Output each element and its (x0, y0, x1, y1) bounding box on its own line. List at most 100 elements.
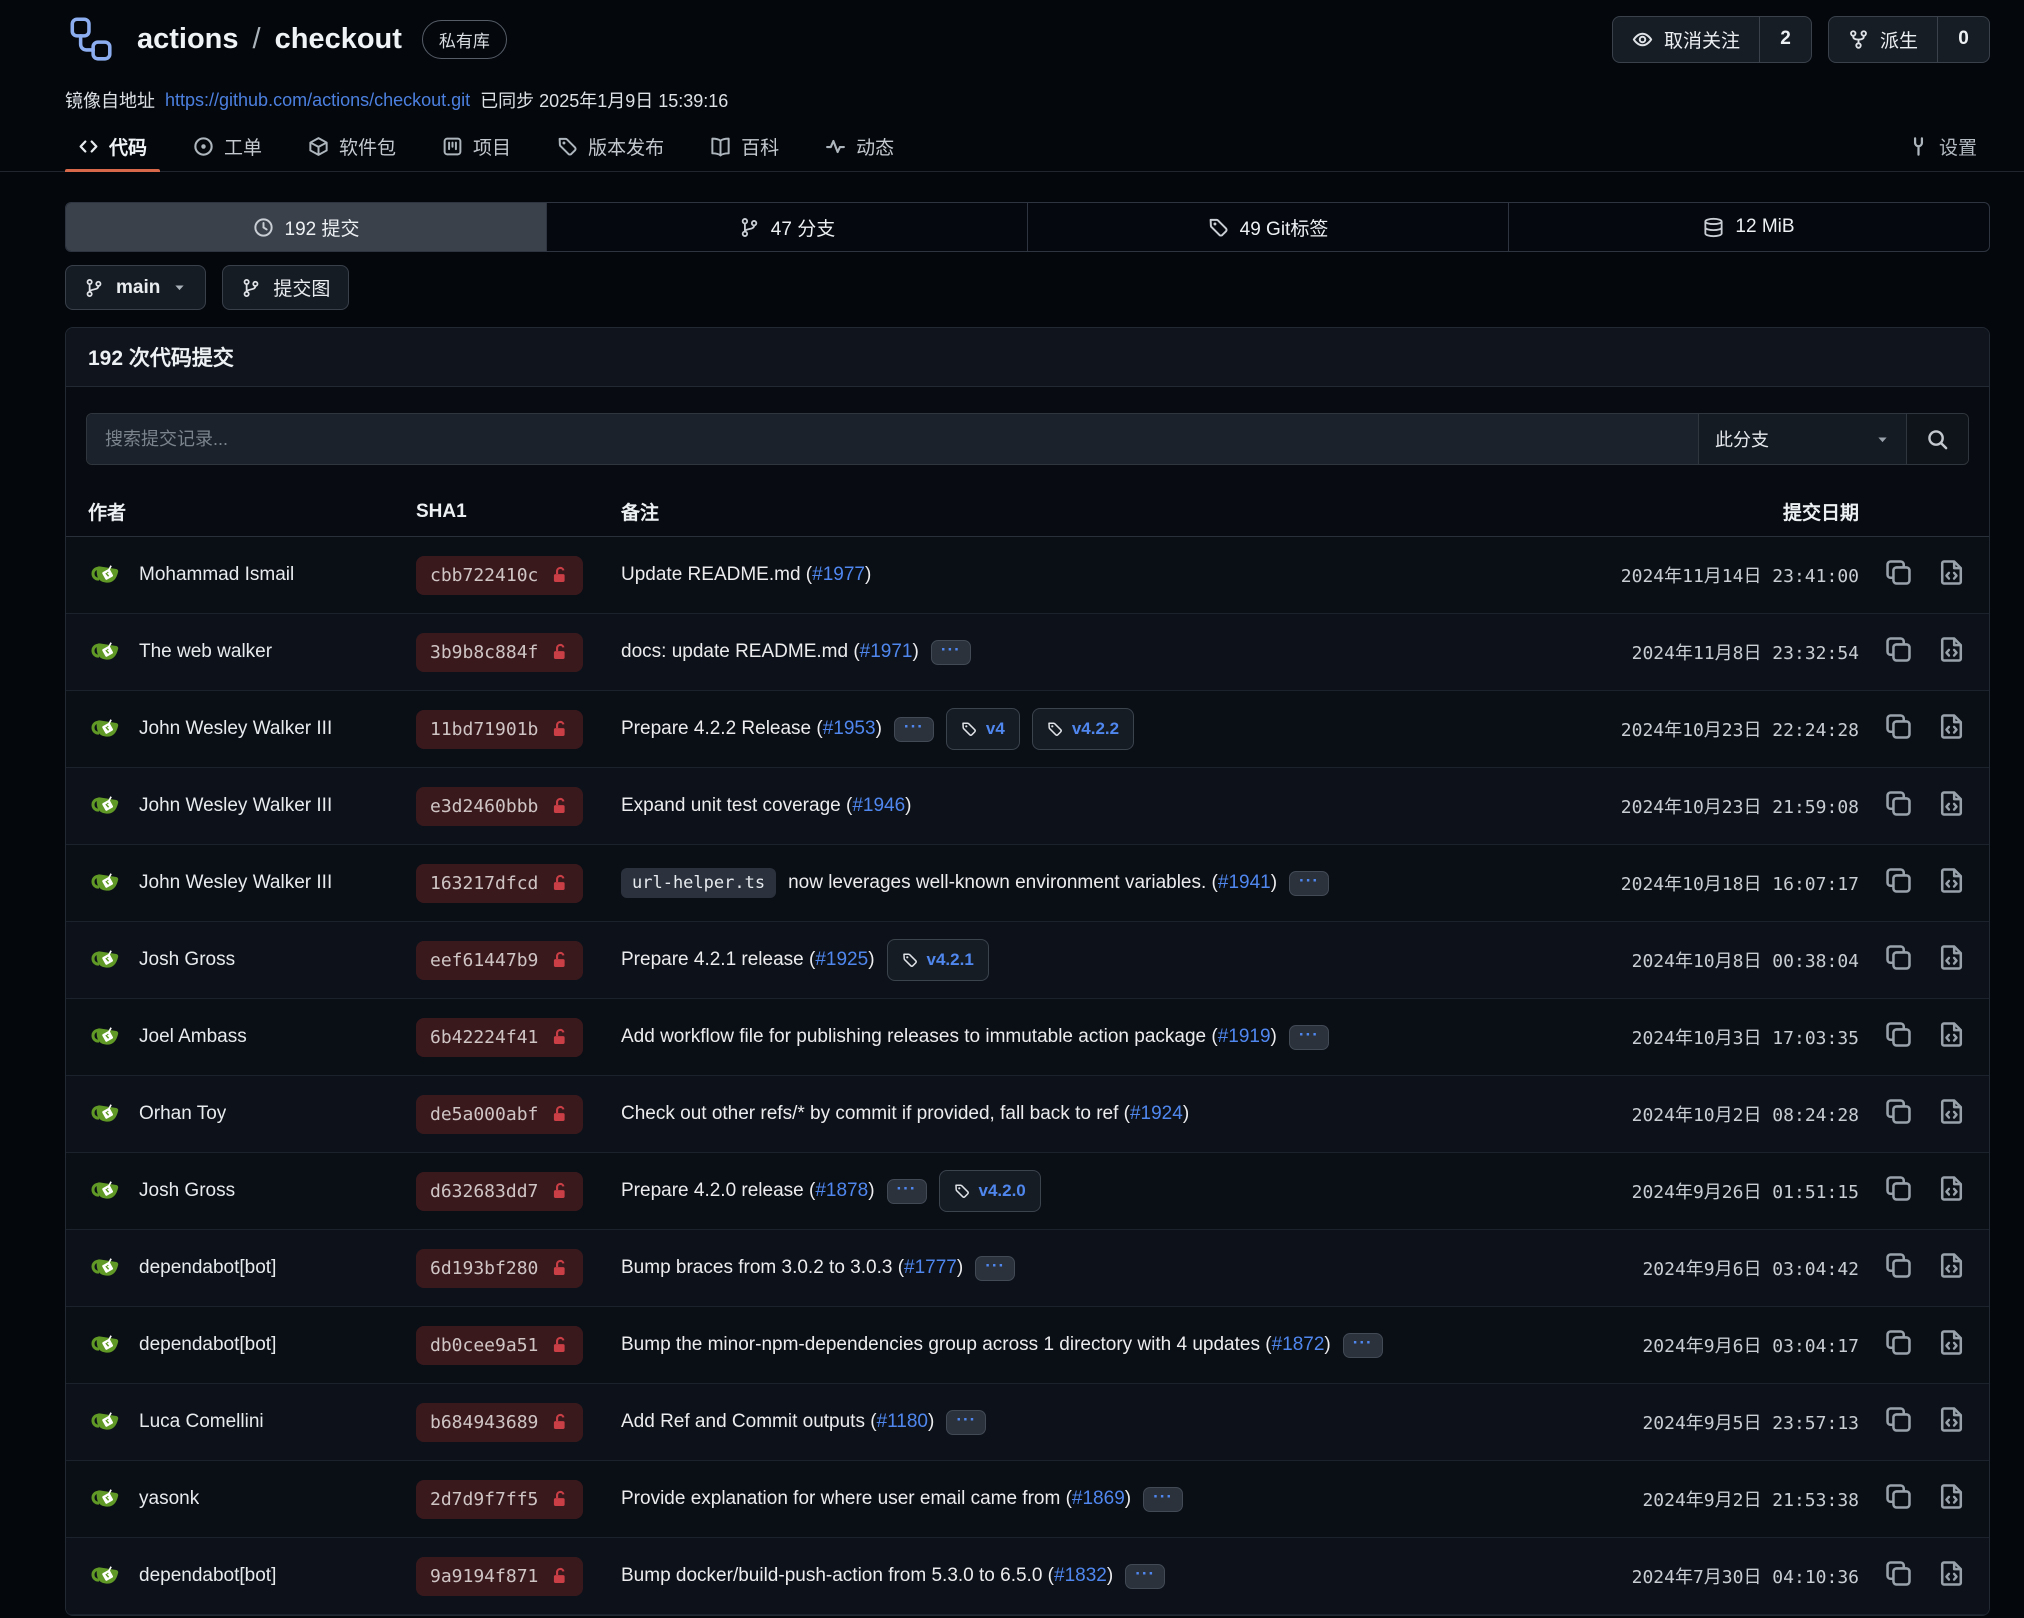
commit-sha-badge[interactable]: db0cee9a51 (416, 1325, 584, 1365)
commit-sha-badge[interactable]: 6b42224f41 (416, 1017, 584, 1057)
issue-link[interactable]: #1971 (859, 641, 913, 662)
watch-count[interactable]: 2 (1758, 16, 1811, 62)
tab-settings[interactable]: 设置 (1895, 120, 1990, 172)
tag-badge[interactable]: v4 (945, 708, 1020, 750)
commit-author[interactable]: dependabot[bot] (139, 1257, 277, 1278)
teacup-avatar[interactable] (88, 1558, 124, 1594)
browse-source-button[interactable] (1938, 1560, 1965, 1593)
stat-repo-size[interactable]: 12 MiB (1508, 203, 1989, 251)
issue-link[interactable]: #1977 (812, 564, 865, 585)
copy-sha-button[interactable] (1885, 1021, 1912, 1054)
browse-source-button[interactable] (1938, 1098, 1965, 1131)
teacup-avatar[interactable] (88, 634, 124, 670)
copy-sha-button[interactable] (1885, 867, 1912, 900)
copy-sha-button[interactable] (1885, 1406, 1912, 1439)
teacup-avatar[interactable] (88, 1250, 124, 1286)
browse-source-button[interactable] (1938, 1021, 1965, 1054)
commit-sha-badge[interactable]: e3d2460bbb (416, 786, 584, 826)
commit-sha-badge[interactable]: 2d7d9f7ff5 (416, 1479, 584, 1519)
fork-button[interactable]: 派生 (1829, 17, 1937, 62)
commit-sha-badge[interactable]: 6d193bf280 (416, 1248, 584, 1288)
commit-sha-badge[interactable]: d632683dd7 (416, 1171, 584, 1211)
tab-activity[interactable]: 动态 (812, 120, 907, 172)
stat-git-tags[interactable]: 49 Git标签 (1027, 203, 1508, 251)
issue-link[interactable]: #1953 (822, 718, 876, 739)
browse-source-button[interactable] (1938, 636, 1965, 669)
commit-search-input[interactable] (93, 428, 1692, 450)
search-submit-button[interactable] (1906, 414, 1968, 464)
commit-author[interactable]: Luca Comellini (139, 1411, 264, 1432)
copy-sha-button[interactable] (1885, 1098, 1912, 1131)
expand-commit-message-button[interactable]: ··· (1288, 1024, 1329, 1050)
issue-link[interactable]: #1878 (815, 1180, 869, 1201)
issue-link[interactable]: #1924 (1129, 1103, 1183, 1124)
expand-commit-message-button[interactable]: ··· (930, 639, 971, 665)
commit-author[interactable]: Josh Gross (139, 949, 236, 970)
stat-branches[interactable]: 47 分支 (546, 203, 1027, 251)
issue-link[interactable]: #1946 (852, 795, 906, 816)
tab-packages[interactable]: 软件包 (295, 120, 409, 172)
teacup-avatar[interactable] (88, 1327, 124, 1363)
teacup-avatar[interactable] (88, 557, 124, 593)
commit-author[interactable]: yasonk (139, 1488, 200, 1509)
tab-projects[interactable]: 项目 (429, 120, 524, 172)
branch-selector-button[interactable]: main (65, 265, 207, 310)
commit-sha-badge[interactable]: 11bd71901b (416, 709, 584, 749)
commit-sha-badge[interactable]: eef61447b9 (416, 940, 584, 980)
issue-link[interactable]: #1832 (1054, 1565, 1107, 1586)
teacup-avatar[interactable] (88, 942, 124, 978)
tag-badge[interactable]: v4.2.0 (938, 1170, 1041, 1212)
expand-commit-message-button[interactable]: ··· (1289, 870, 1330, 896)
teacup-avatar[interactable] (88, 1096, 124, 1132)
browse-source-button[interactable] (1938, 559, 1965, 592)
tag-badge[interactable]: v4.2.1 (886, 939, 989, 981)
commit-author[interactable]: The web walker (139, 641, 273, 662)
issue-link[interactable]: #1777 (904, 1257, 957, 1278)
teacup-avatar[interactable] (88, 865, 124, 901)
expand-commit-message-button[interactable]: ··· (975, 1255, 1016, 1281)
issue-link[interactable]: #1919 (1217, 1026, 1271, 1047)
copy-sha-button[interactable] (1885, 636, 1912, 669)
issue-link[interactable]: #1941 (1217, 872, 1271, 893)
commit-author[interactable]: Orhan Toy (139, 1103, 227, 1124)
commit-author[interactable]: John Wesley Walker III (139, 795, 333, 816)
commit-author[interactable]: dependabot[bot] (139, 1565, 277, 1586)
copy-sha-button[interactable] (1885, 790, 1912, 823)
tab-releases[interactable]: 版本发布 (544, 120, 677, 172)
commit-author[interactable]: dependabot[bot] (139, 1334, 277, 1355)
commit-graph-button[interactable]: 提交图 (222, 265, 350, 310)
stat-commits[interactable]: 192 提交 (66, 203, 546, 251)
browse-source-button[interactable] (1938, 1329, 1965, 1362)
tab-wiki[interactable]: 百科 (697, 120, 792, 172)
issue-link[interactable]: #1872 (1271, 1334, 1325, 1355)
browse-source-button[interactable] (1938, 1252, 1965, 1285)
repo-name-link[interactable]: checkout (274, 22, 402, 55)
expand-commit-message-button[interactable]: ··· (946, 1409, 987, 1435)
expand-commit-message-button[interactable]: ··· (1125, 1563, 1166, 1589)
commit-sha-badge[interactable]: 9a9194f871 (416, 1556, 584, 1596)
repo-owner-link[interactable]: actions (137, 22, 239, 55)
commit-sha-badge[interactable]: de5a000abf (416, 1094, 584, 1134)
issue-link[interactable]: #1180 (876, 1411, 929, 1432)
expand-commit-message-button[interactable]: ··· (886, 1178, 927, 1204)
issue-link[interactable]: #1925 (815, 949, 869, 970)
teacup-avatar[interactable] (88, 1019, 124, 1055)
mirror-url-link[interactable]: https://github.com/actions/checkout.git (165, 89, 471, 110)
teacup-avatar[interactable] (88, 711, 124, 747)
commit-sha-badge[interactable]: cbb722410c (416, 555, 584, 595)
commit-author[interactable]: Joel Ambass (139, 1026, 247, 1047)
commit-sha-badge[interactable]: b684943689 (416, 1402, 584, 1442)
teacup-avatar[interactable] (88, 1173, 124, 1209)
copy-sha-button[interactable] (1885, 1175, 1912, 1208)
copy-sha-button[interactable] (1885, 1560, 1912, 1593)
copy-sha-button[interactable] (1885, 559, 1912, 592)
commit-author[interactable]: Josh Gross (139, 1180, 236, 1201)
browse-source-button[interactable] (1938, 1483, 1965, 1516)
commit-author[interactable]: Mohammad Ismail (139, 564, 295, 585)
teacup-avatar[interactable] (88, 1481, 124, 1517)
commit-sha-badge[interactable]: 3b9b8c884f (416, 632, 584, 672)
commit-sha-badge[interactable]: 163217dfcd (416, 863, 584, 903)
browse-source-button[interactable] (1938, 944, 1965, 977)
browse-source-button[interactable] (1938, 790, 1965, 823)
commit-author[interactable]: John Wesley Walker III (139, 718, 333, 739)
